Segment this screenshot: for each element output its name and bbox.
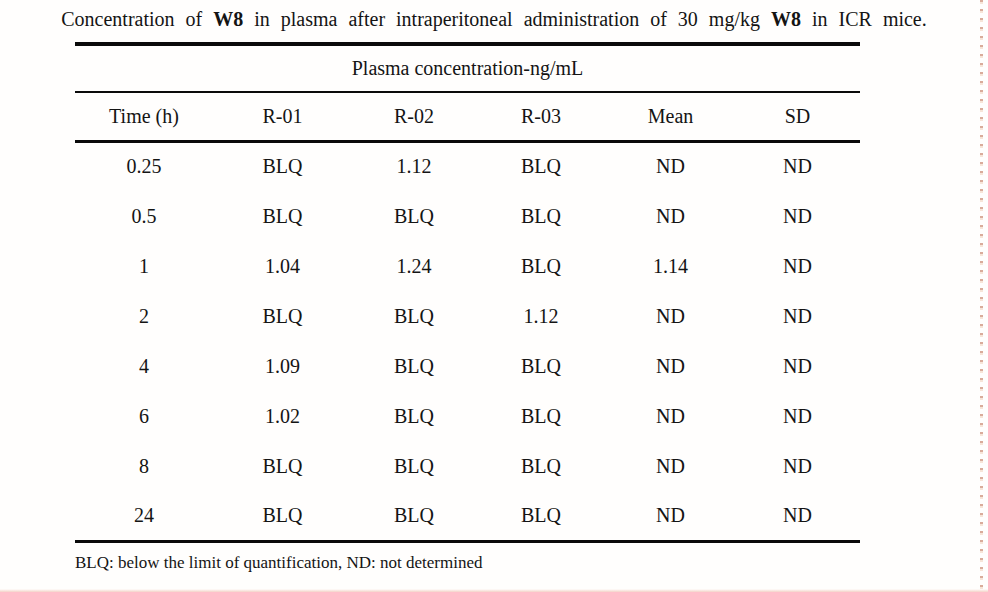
table-cell: BLQ	[476, 141, 606, 191]
table-cell: BLQ	[476, 491, 606, 541]
table-cell: BLQ	[476, 241, 606, 291]
document-page: Concentration of W8 in plasma after intr…	[0, 0, 988, 592]
table-cell: BLQ	[476, 191, 606, 241]
table-row: 61.02BLQBLQNDND	[75, 391, 860, 441]
spanning-header: Plasma concentration-ng/mL	[75, 44, 860, 92]
table-cell: ND	[606, 341, 735, 391]
table-cell: ND	[735, 241, 860, 291]
table-cell: ND	[735, 391, 860, 441]
table-cell: BLQ	[352, 191, 476, 241]
page-edge-dotted-line	[980, 0, 983, 592]
table-cell: 2	[75, 291, 213, 341]
table-cell: ND	[735, 491, 860, 541]
table-cell: ND	[606, 391, 735, 441]
plasma-concentration-table: Plasma concentration-ng/mL Time (h) R-01…	[75, 42, 860, 543]
table-footnote: BLQ: below the limit of quantification, …	[75, 552, 988, 574]
table-cell: 1	[75, 241, 213, 291]
table-cell: 1.12	[352, 141, 476, 191]
column-header-r03: R-03	[476, 92, 606, 141]
table-row: 0.5BLQBLQBLQNDND	[75, 191, 860, 241]
table-caption: Concentration of W8 in plasma after intr…	[0, 0, 988, 32]
table-cell: ND	[606, 291, 735, 341]
table-cell: BLQ	[352, 441, 476, 491]
table-row: 11.041.24BLQ1.14ND	[75, 241, 860, 291]
table-body: 0.25BLQ1.12BLQNDND0.5BLQBLQBLQNDND11.041…	[75, 141, 860, 541]
table-cell: BLQ	[213, 141, 352, 191]
table-row: 2BLQBLQ1.12NDND	[75, 291, 860, 341]
table-cell: 1.09	[213, 341, 352, 391]
table-cell: ND	[735, 141, 860, 191]
table-cell: 1.12	[476, 291, 606, 341]
table-cell: 8	[75, 441, 213, 491]
column-header-sd: SD	[735, 92, 860, 141]
table-cell: 1.24	[352, 241, 476, 291]
table-cell: BLQ	[352, 491, 476, 541]
table-cell: BLQ	[352, 291, 476, 341]
table-cell: BLQ	[213, 191, 352, 241]
table-cell: BLQ	[476, 441, 606, 491]
table-row: 8BLQBLQBLQNDND	[75, 441, 860, 491]
spanning-header-row: Plasma concentration-ng/mL	[75, 44, 860, 92]
caption-text-segment: Concentration of	[61, 8, 213, 30]
table-cell: BLQ	[476, 391, 606, 441]
column-header-time: Time (h)	[75, 92, 213, 141]
table-cell: BLQ	[213, 291, 352, 341]
table-row: 41.09BLQBLQNDND	[75, 341, 860, 391]
table-cell: BLQ	[213, 491, 352, 541]
table-cell: 6	[75, 391, 213, 441]
column-header-r01: R-01	[213, 92, 352, 141]
table-cell: ND	[735, 341, 860, 391]
table-cell: 1.14	[606, 241, 735, 291]
table-cell: ND	[735, 291, 860, 341]
table-cell: BLQ	[352, 391, 476, 441]
table-cell: ND	[606, 441, 735, 491]
table-cell: BLQ	[476, 341, 606, 391]
column-header-r02: R-02	[352, 92, 476, 141]
column-header-mean: Mean	[606, 92, 735, 141]
table-cell: BLQ	[213, 441, 352, 491]
table-cell: BLQ	[352, 341, 476, 391]
column-header-row: Time (h) R-01 R-02 R-03 Mean SD	[75, 92, 860, 141]
table-cell: 1.02	[213, 391, 352, 441]
table-cell: 4	[75, 341, 213, 391]
table-cell: ND	[735, 441, 860, 491]
table-cell: 24	[75, 491, 213, 541]
table-cell: 0.5	[75, 191, 213, 241]
table-cell: ND	[735, 191, 860, 241]
table-cell: 1.04	[213, 241, 352, 291]
table-row: 24BLQBLQBLQNDND	[75, 491, 860, 541]
table-cell: ND	[606, 491, 735, 541]
caption-text-segment: in ICR mice.	[801, 8, 927, 30]
caption-compound-name: W8	[213, 8, 243, 30]
table-cell: ND	[606, 141, 735, 191]
table-cell: 0.25	[75, 141, 213, 191]
caption-compound-name: W8	[771, 8, 801, 30]
table-cell: ND	[606, 191, 735, 241]
caption-text-segment: in plasma after intraperitoneal administ…	[243, 8, 771, 30]
table-row: 0.25BLQ1.12BLQNDND	[75, 141, 860, 191]
